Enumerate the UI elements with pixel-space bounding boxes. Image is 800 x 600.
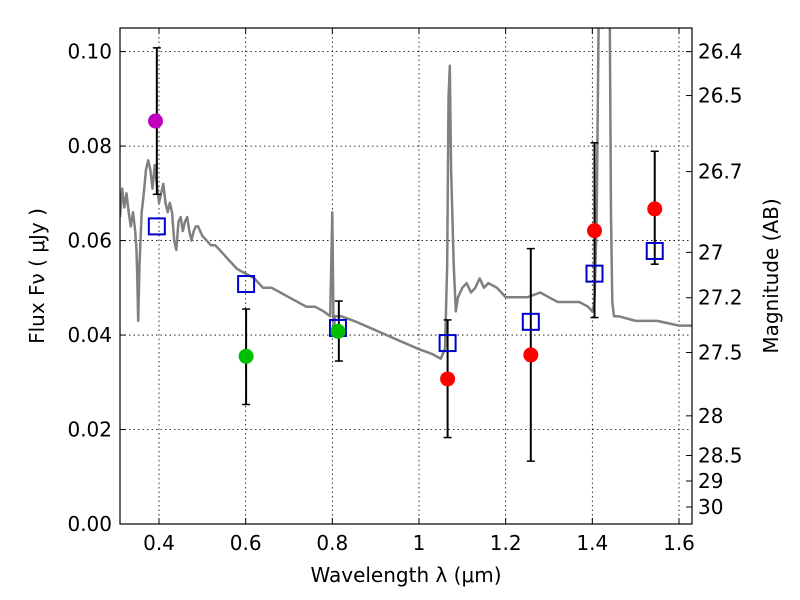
observed-flux-point (238, 348, 254, 364)
right-tick-label: 28.5 (698, 444, 743, 468)
y-tick-label: 0.04 (67, 323, 112, 347)
model-flux-square (438, 334, 457, 353)
right-tick-label: 26.7 (698, 160, 743, 184)
x-axis: 0.4 0.6 0.8 1 1.2 1.4 1.6 (143, 28, 695, 555)
right-tick-label: 26.4 (698, 40, 743, 64)
y-tick-label: 0.10 (67, 40, 112, 64)
observed-flux-point (587, 223, 602, 239)
plot-frame (119, 27, 693, 525)
errorbar-layer (152, 47, 659, 462)
model-flux-square (645, 241, 664, 260)
x-tick-label: 1.2 (490, 531, 522, 555)
y-tick-label: 0.02 (67, 418, 112, 442)
observed-flux-point (148, 113, 164, 129)
right-tick-label: 27.5 (698, 341, 743, 365)
x-axis-label: Wavelength λ (μm) (310, 563, 501, 587)
right-tick-label: 30 (698, 495, 723, 519)
model-flux-square (237, 275, 256, 294)
observed-flux-point (647, 201, 663, 217)
x-tick-label: 1.4 (576, 531, 608, 555)
y-tick-label: 0.06 (67, 229, 112, 253)
model-flux-square (147, 217, 166, 236)
right-tick-label: 28 (698, 404, 723, 428)
right-tick-label: 29 (698, 469, 723, 493)
x-tick-label: 0.4 (143, 531, 175, 555)
model-flux-square (585, 264, 604, 283)
right-axis-label: Magnitude (AB) (759, 198, 783, 353)
right-tick-label: 27.2 (698, 286, 743, 310)
observed-flux-point (440, 371, 456, 387)
x-tick-label: 1.6 (663, 531, 695, 555)
spectrum-layer (120, 28, 692, 360)
x-tick-label: 0.6 (230, 531, 262, 555)
y-tick-label: 0.00 (67, 512, 112, 536)
observed-flux-point (330, 323, 346, 339)
x-tick-label: 0.8 (316, 531, 348, 555)
y-tick-label: 0.08 (67, 134, 112, 158)
points-layer (147, 113, 664, 387)
model-spectrum-line (120, 28, 692, 360)
y-axis-label: Flux Fν ( μJy ) (25, 208, 49, 344)
observed-flux-point (523, 347, 539, 363)
x-tick-label: 1 (413, 531, 426, 555)
right-tick-label: 27 (698, 240, 723, 264)
y-axis: 0.00 0.02 0.04 0.06 0.08 0.10 (67, 40, 126, 536)
model-flux-square (521, 312, 540, 331)
right-tick-label: 26.5 (698, 84, 743, 108)
